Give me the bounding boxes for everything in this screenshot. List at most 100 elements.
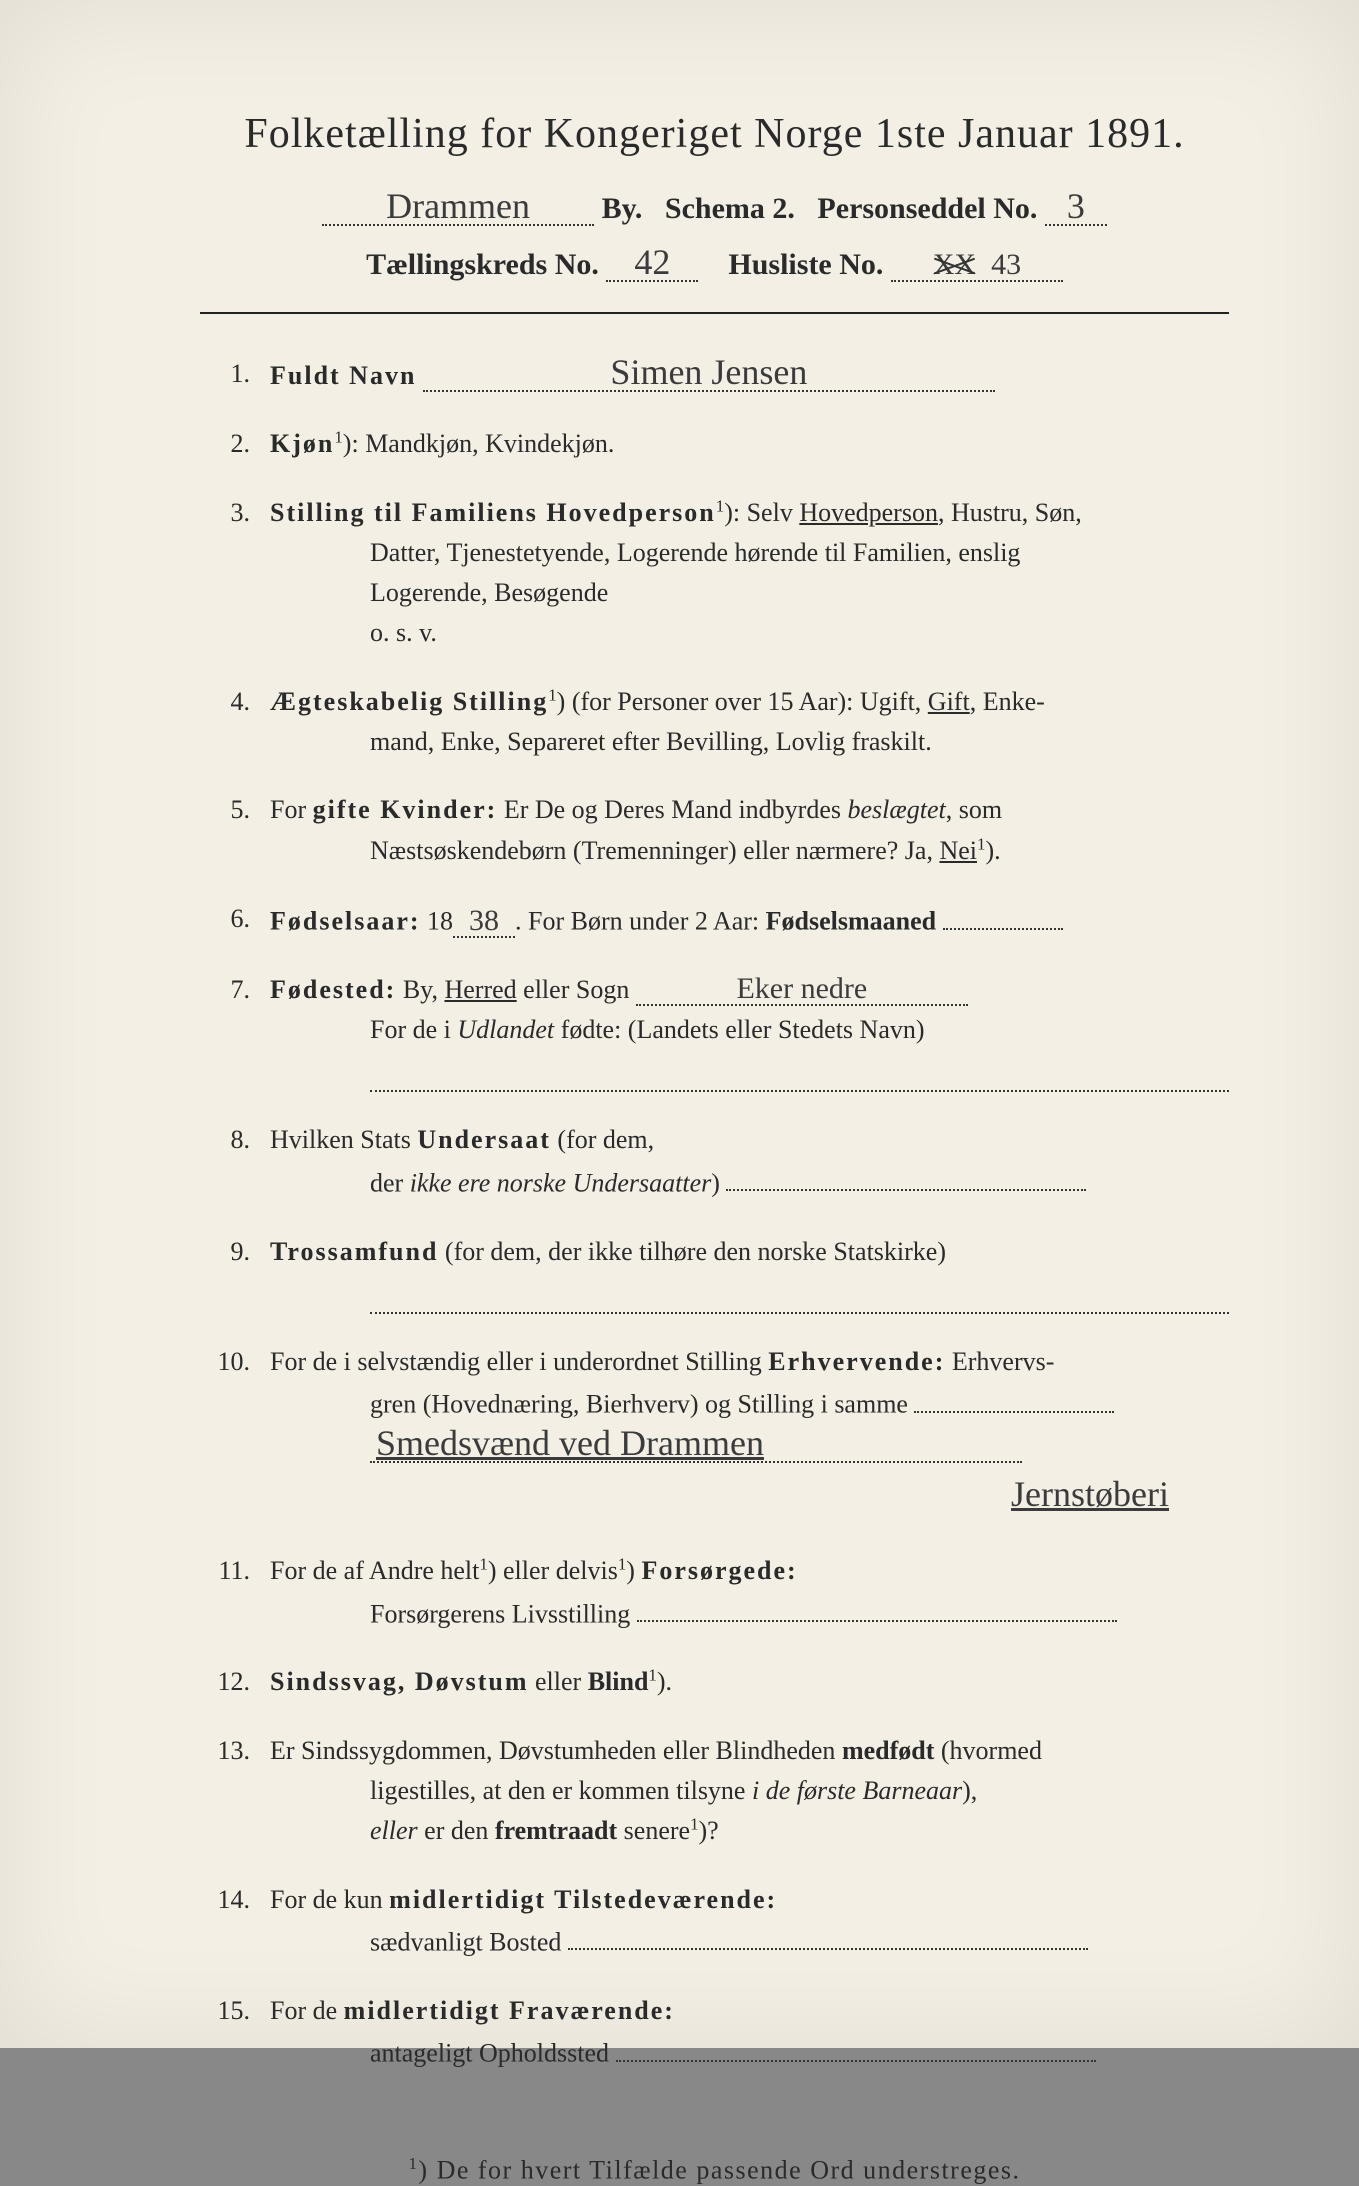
q11-line2-text: Forsørgerens Livsstilling: [370, 1599, 630, 1628]
q7-opts2: eller Sogn: [517, 975, 630, 1004]
q15-text: For de: [270, 1996, 337, 2025]
q9-label: Trossamfund: [270, 1237, 438, 1266]
q13: Er Sindssygdommen, Døvstumheden eller Bl…: [200, 1731, 1229, 1852]
q4-line2: mand, Enke, Separeret efter Bevilling, L…: [270, 722, 1229, 762]
q9-blank-line: [370, 1278, 1229, 1314]
q10-val2-wrap: Jernstøberi: [270, 1467, 1229, 1523]
q10-line2-blank: [914, 1382, 1114, 1413]
q13-text2: (hvormed: [941, 1736, 1042, 1765]
q3-line2: Datter, Tjenestetyende, Logerende hørend…: [270, 533, 1229, 573]
q15-line2-text: antageligt Opholdssted: [370, 2039, 609, 2068]
q13-line2i: i de første Barneaar: [752, 1776, 962, 1805]
q3-line3: Logerende, Besøgende: [270, 573, 1229, 613]
q3-selv: Selv: [747, 498, 793, 527]
q3-line4: o. s. v.: [270, 613, 1229, 653]
q10-val1-wrap: Smedsvænd ved Drammen: [270, 1425, 1229, 1467]
husliste-field: XX 43: [891, 250, 1063, 282]
q4-label: Ægteskabelig Stilling: [270, 687, 548, 716]
q13-line2a: ligestilles, at den er kommen tilsyne: [370, 1776, 745, 1805]
q7-line2-text: For de i: [370, 1015, 451, 1044]
q11-text1: For de af Andre helt: [270, 1556, 479, 1585]
q15-label: midlertidigt Fraværende:: [344, 1996, 675, 2025]
q4-opts2: , Enke-: [970, 687, 1045, 716]
q10-label: Erhvervende:: [768, 1347, 945, 1376]
kreds-label: Tællingskreds No.: [366, 248, 599, 281]
q6-label: Fødselsaar:: [270, 907, 421, 936]
q8-blank: [726, 1161, 1086, 1192]
q5-label: gifte Kvinder:: [313, 795, 498, 824]
q13-line3: eller er den fremtraadt senere1)?: [270, 1811, 1229, 1851]
q5: For gifte Kvinder: Er De og Deres Mand i…: [200, 790, 1229, 871]
q13-line3a: eller: [370, 1816, 418, 1845]
q7-herred: Herred: [444, 975, 516, 1004]
footnote-text: De for hvert Tilfælde passende Ord under…: [437, 2156, 1021, 2185]
q11: For de af Andre helt1) eller delvis1) Fo…: [200, 1551, 1229, 1634]
q6-label2: Fødselsmaaned: [766, 907, 936, 936]
q7-blank-line: [370, 1056, 1229, 1092]
q6-prefix: 18: [427, 907, 453, 936]
q3-rest1: , Hustru, Søn,: [938, 498, 1082, 527]
q13-line2b: ),: [962, 1776, 977, 1805]
q12-label: Sindssvag, Døvstum: [270, 1667, 529, 1696]
q7: Fødested: By, Herred eller Sogn Eker ned…: [200, 970, 1229, 1093]
q8-line2b: ): [711, 1168, 720, 1197]
q11-text2: eller delvis: [503, 1556, 618, 1585]
q7-udlandet: Udlandet: [457, 1015, 554, 1044]
q13-text1: Er Sindssygdommen, Døvstumheden eller Bl…: [270, 1736, 835, 1765]
q15-blank: [616, 2031, 1096, 2062]
q8-prefix: Hvilken Stats: [270, 1125, 411, 1154]
q7-line2b: fødte: (Landets eller Stedets Navn): [561, 1015, 925, 1044]
q15: For de midlertidigt Fraværende: antageli…: [200, 1991, 1229, 2074]
q4: Ægteskabelig Stilling1) (for Personer ov…: [200, 682, 1229, 763]
personseddel-no: 3: [1045, 188, 1107, 226]
q3: Stilling til Familiens Hovedperson1): Se…: [200, 493, 1229, 654]
q8-text: (for dem,: [557, 1125, 654, 1154]
q13-line3b: er den: [424, 1816, 488, 1845]
q2: Kjøn1): Mandkjøn, Kvindekjøn.: [200, 424, 1229, 464]
q11-line2: Forsørgerens Livsstilling: [270, 1592, 1229, 1635]
q5-prefix: For: [270, 795, 306, 824]
q8-line2a: der: [370, 1168, 403, 1197]
by-label: By.: [602, 192, 643, 225]
q1-value: Simen Jensen: [423, 354, 995, 392]
kreds-no: 42: [606, 244, 698, 282]
q8-line2: der ikke ere norske Undersaatter): [270, 1161, 1229, 1204]
q14-text: For de kun: [270, 1885, 383, 1914]
q15-line2: antageligt Opholdssted: [270, 2031, 1229, 2074]
husliste-crossed: XX: [933, 250, 976, 280]
q11-label: Forsørgede:: [641, 1556, 797, 1585]
q5-beslagtet: beslægtet: [848, 795, 946, 824]
q3-hovedperson: Hovedperson: [799, 498, 938, 527]
q5-line2: Næstsøskendebørn (Tremenninger) eller næ…: [270, 831, 1229, 871]
q9: Trossamfund (for dem, der ikke tilhøre d…: [200, 1232, 1229, 1314]
q1: Fuldt Navn Simen Jensen: [200, 354, 1229, 396]
q8-label: Undersaat: [417, 1125, 551, 1154]
q14-line2-text: sædvanligt Bosted: [370, 1927, 561, 1956]
q10-line2-text: gren (Hovednæring, Bierhverv) og Stillin…: [370, 1390, 908, 1419]
q10-text2: Erhvervs-: [952, 1347, 1055, 1376]
question-list: Fuldt Navn Simen Jensen Kjøn1): Mandkjøn…: [200, 354, 1229, 2074]
q12: Sindssvag, Døvstum eller Blind1).: [200, 1662, 1229, 1702]
q1-label: Fuldt Navn: [270, 361, 416, 390]
q6-suffix: . For Børn under 2 Aar:: [515, 907, 759, 936]
q7-line2: For de i Udlandet fødte: (Landets eller …: [270, 1010, 1229, 1050]
q14-label: midlertidigt Tilstedeværende:: [389, 1885, 777, 1914]
q13-line3d: senere: [624, 1816, 690, 1845]
q3-label: Stilling til Familiens Hovedperson: [270, 498, 716, 527]
q14-blank: [568, 1920, 1088, 1951]
q8-line2i: ikke ere norske Undersaatter: [410, 1168, 712, 1197]
q7-opts: By,: [403, 975, 438, 1004]
q11-blank: [637, 1592, 1117, 1623]
q13-line2: ligestilles, at den er kommen tilsyne i …: [270, 1771, 1229, 1811]
husliste-no: 43: [991, 248, 1021, 281]
header-line-1: Drammen By. Schema 2. Personseddel No. 3: [200, 188, 1229, 226]
q10-value2: Jernstøberi: [1011, 1474, 1169, 1514]
q5-text2: , som: [946, 795, 1002, 824]
q5-line2a: Næstsøskendebørn (Tremenninger) eller næ…: [370, 836, 933, 865]
q10: For de i selvstændig eller i underordnet…: [200, 1342, 1229, 1523]
header-divider: [200, 312, 1229, 314]
q6: Fødselsaar: 1838. For Børn under 2 Aar: …: [200, 899, 1229, 942]
q8: Hvilken Stats Undersaat (for dem, der ik…: [200, 1120, 1229, 1203]
header-line-2: Tællingskreds No. 42 Husliste No. XX 43: [200, 244, 1229, 282]
q7-label: Fødested:: [270, 975, 396, 1004]
